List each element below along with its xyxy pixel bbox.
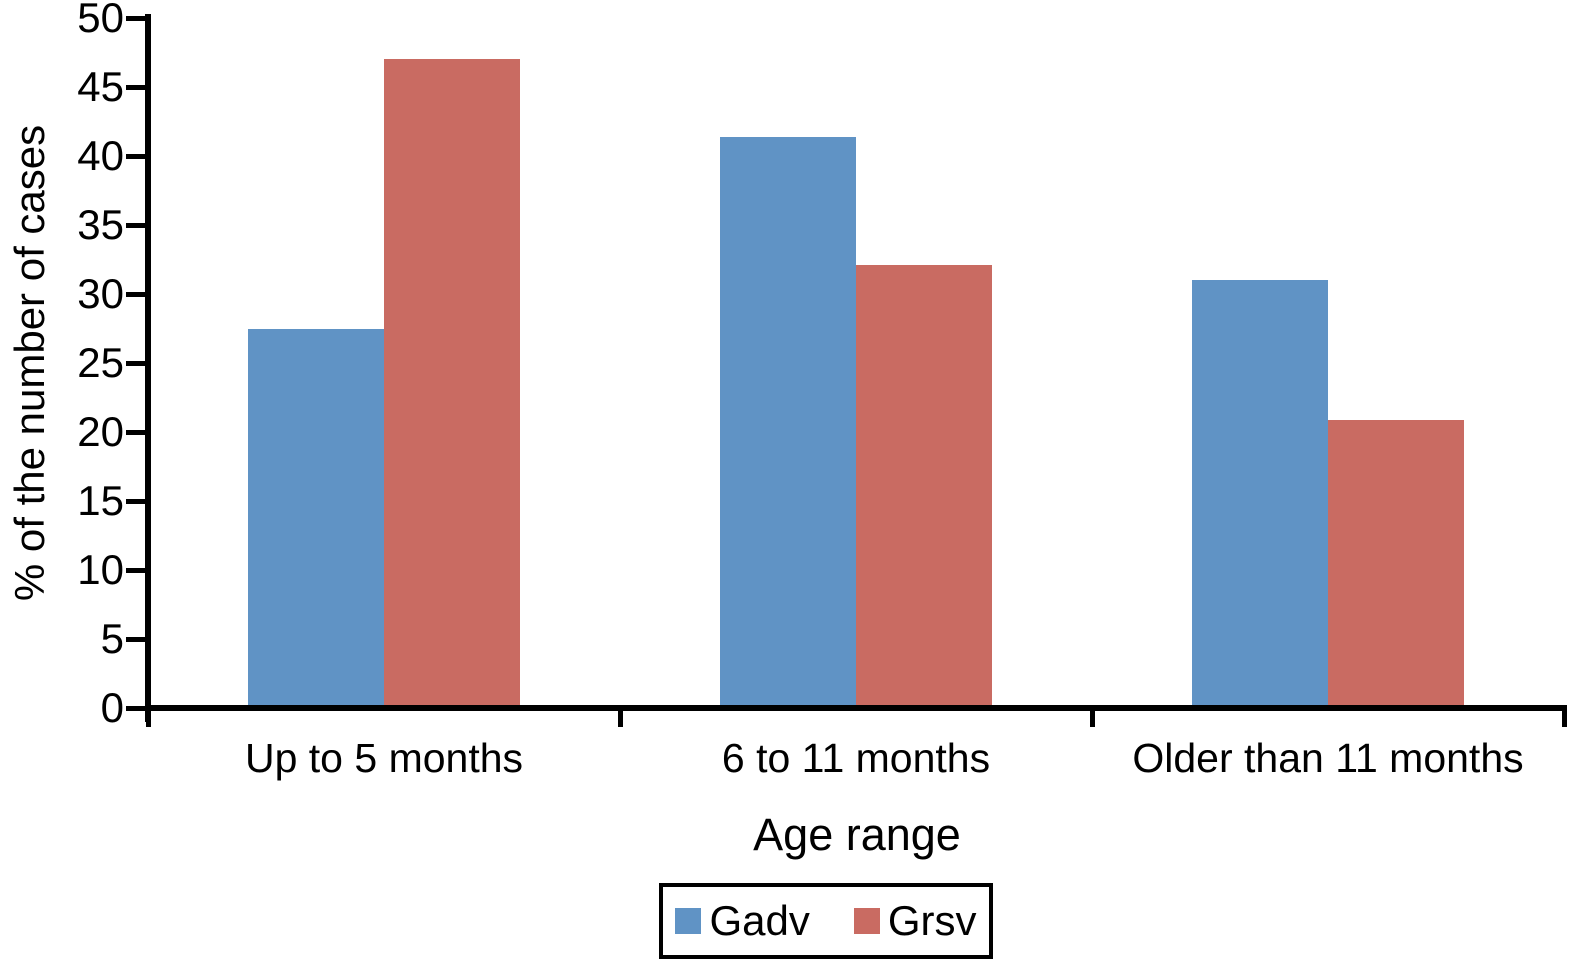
x-tick-mark	[1561, 711, 1567, 727]
y-tick-label: 25	[77, 339, 124, 386]
category-label-6-to-11-months: 6 to 11 months	[721, 735, 991, 781]
legend-swatch-grsv	[853, 908, 880, 934]
y-tick-label: 45	[77, 63, 124, 110]
y-tick-mark	[126, 15, 148, 21]
y-tick-label: 10	[77, 546, 124, 593]
bar-grsv-older-than-11-months	[1328, 419, 1464, 705]
x-axis-line	[145, 705, 1567, 711]
y-tick-label: 20	[77, 408, 124, 455]
legend-label-gadv: Gadv	[709, 897, 810, 944]
y-tick-label: 0	[100, 684, 124, 731]
y-tick-mark	[126, 636, 148, 642]
legend-label-grsv: Grsv	[887, 897, 977, 944]
y-tick-label: 5	[100, 615, 124, 662]
x-tick-mark	[145, 711, 151, 727]
y-tick-mark	[126, 360, 148, 366]
y-tick-mark	[126, 84, 148, 90]
legend-entry-grsv: Grsv	[853, 897, 977, 944]
x-axis-title-text: Age range	[753, 809, 961, 860]
legend-entry-gadv: Gadv	[675, 897, 810, 944]
y-tick-label: 40	[77, 132, 124, 179]
category-label-older-than-11-months: Older than 11 months	[1132, 735, 1524, 781]
y-tick-mark	[126, 153, 148, 159]
y-tick-label: 35	[77, 201, 124, 248]
category-label-up-to-5-months: Up to 5 months	[244, 735, 524, 781]
y-tick-mark	[126, 498, 148, 504]
bar-gadv-older-than-11-months	[1192, 280, 1328, 705]
x-tick-mark	[1089, 711, 1095, 727]
bar-grsv-up-to-5-months	[384, 59, 520, 705]
y-tick-label: 15	[77, 477, 124, 524]
y-tick-mark	[126, 429, 148, 435]
y-tick-mark	[126, 705, 148, 711]
bar-grsv-6-to-11-months	[856, 265, 992, 705]
bar-gadv-6-to-11-months	[720, 136, 856, 705]
y-tick-label: 30	[77, 270, 124, 317]
y-tick-label: 50	[77, 0, 124, 41]
y-tick-mark	[126, 291, 148, 297]
legend-swatch-gadv	[675, 908, 702, 934]
x-axis-title: Age range	[0, 812, 1572, 857]
x-tick-mark	[617, 711, 623, 727]
y-axis-line	[145, 14, 151, 722]
bar-gadv-up-to-5-months	[248, 328, 384, 705]
y-tick-mark	[126, 567, 148, 573]
y-tick-mark	[126, 222, 148, 228]
legend: Gadv Grsv	[659, 883, 993, 959]
